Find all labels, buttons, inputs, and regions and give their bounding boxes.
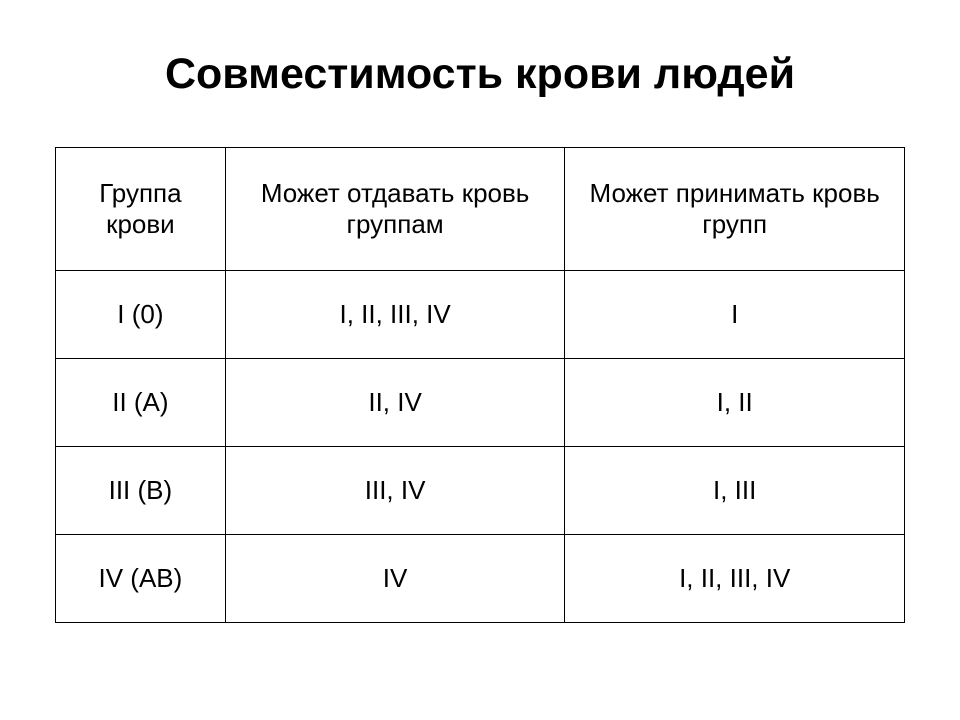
cell-group: IV (AB) [56, 535, 226, 623]
cell-group: II (A) [56, 359, 226, 447]
cell-receive: I, III [565, 447, 905, 535]
col-header-donate: Может отдавать кровь группам [225, 148, 565, 271]
cell-donate: II, IV [225, 359, 565, 447]
table-row: II (A) II, IV I, II [56, 359, 905, 447]
page-title: Совместимость крови людей [55, 50, 905, 99]
cell-group: I (0) [56, 271, 226, 359]
table-header-row: Группа крови Может отдавать кровь группа… [56, 148, 905, 271]
cell-donate: IV [225, 535, 565, 623]
cell-receive: I [565, 271, 905, 359]
table-row: I (0) I, II, III, IV I [56, 271, 905, 359]
cell-receive: I, II, III, IV [565, 535, 905, 623]
cell-donate: I, II, III, IV [225, 271, 565, 359]
col-header-group: Группа крови [56, 148, 226, 271]
cell-group: III (B) [56, 447, 226, 535]
table-row: IV (AB) IV I, II, III, IV [56, 535, 905, 623]
col-header-receive: Может принимать кровь групп [565, 148, 905, 271]
cell-receive: I, II [565, 359, 905, 447]
cell-donate: III, IV [225, 447, 565, 535]
blood-compatibility-table: Группа крови Может отдавать кровь группа… [55, 147, 905, 623]
table-row: III (B) III, IV I, III [56, 447, 905, 535]
